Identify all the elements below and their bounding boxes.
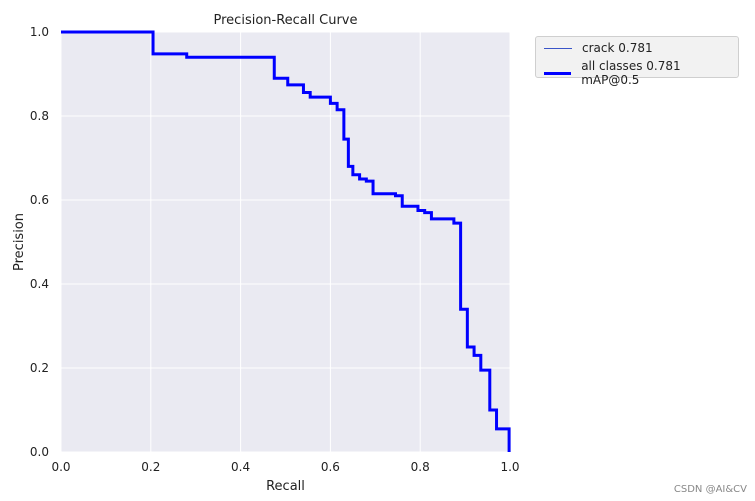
y-tick-label: 0.8 (30, 109, 49, 123)
x-tick-label: 0.2 (141, 460, 160, 474)
legend-item-crack: crack 0.781 (544, 41, 653, 55)
y-tick-label: 0.0 (30, 445, 49, 459)
legend-swatch-thick (544, 71, 572, 75)
y-tick-label: 0.4 (30, 277, 49, 291)
tick-labels: 0.0 0.2 0.4 0.6 0.8 1.0 0.0 0.2 0.4 0.6 0.8 1.0 (30, 25, 520, 474)
x-tick-label: 1.0 (500, 460, 519, 474)
y-tick-label: 0.2 (30, 361, 49, 375)
x-axis-label: Recall (266, 479, 305, 494)
legend: crack 0.781 all classes 0.781 mAP@0.5 (535, 36, 739, 87)
y-tick-label: 0.6 (30, 193, 49, 207)
chart-title: Precision-Recall Curve (214, 13, 358, 28)
legend-label: all classes 0.781 mAP@0.5 (581, 59, 681, 87)
watermark: CSDN @AI&CV (673, 484, 747, 495)
x-tick-label: 0.4 (231, 460, 250, 474)
x-tick-label: 0.6 (321, 460, 340, 474)
x-tick-label: 0.8 (411, 460, 430, 474)
series-line-all-classes (61, 30, 511, 452)
x-tick-label: 0.0 (51, 460, 70, 474)
grid (60, 31, 511, 453)
series-layer (61, 30, 511, 452)
legend-swatch-thin (544, 47, 572, 49)
legend-item-all-classes: all classes 0.781 mAP@0.5 (544, 59, 738, 87)
plot-background (61, 32, 510, 452)
y-tick-label: 1.0 (30, 25, 49, 39)
legend-label: crack 0.781 (582, 41, 653, 55)
y-axis-label: Precision (12, 213, 27, 271)
